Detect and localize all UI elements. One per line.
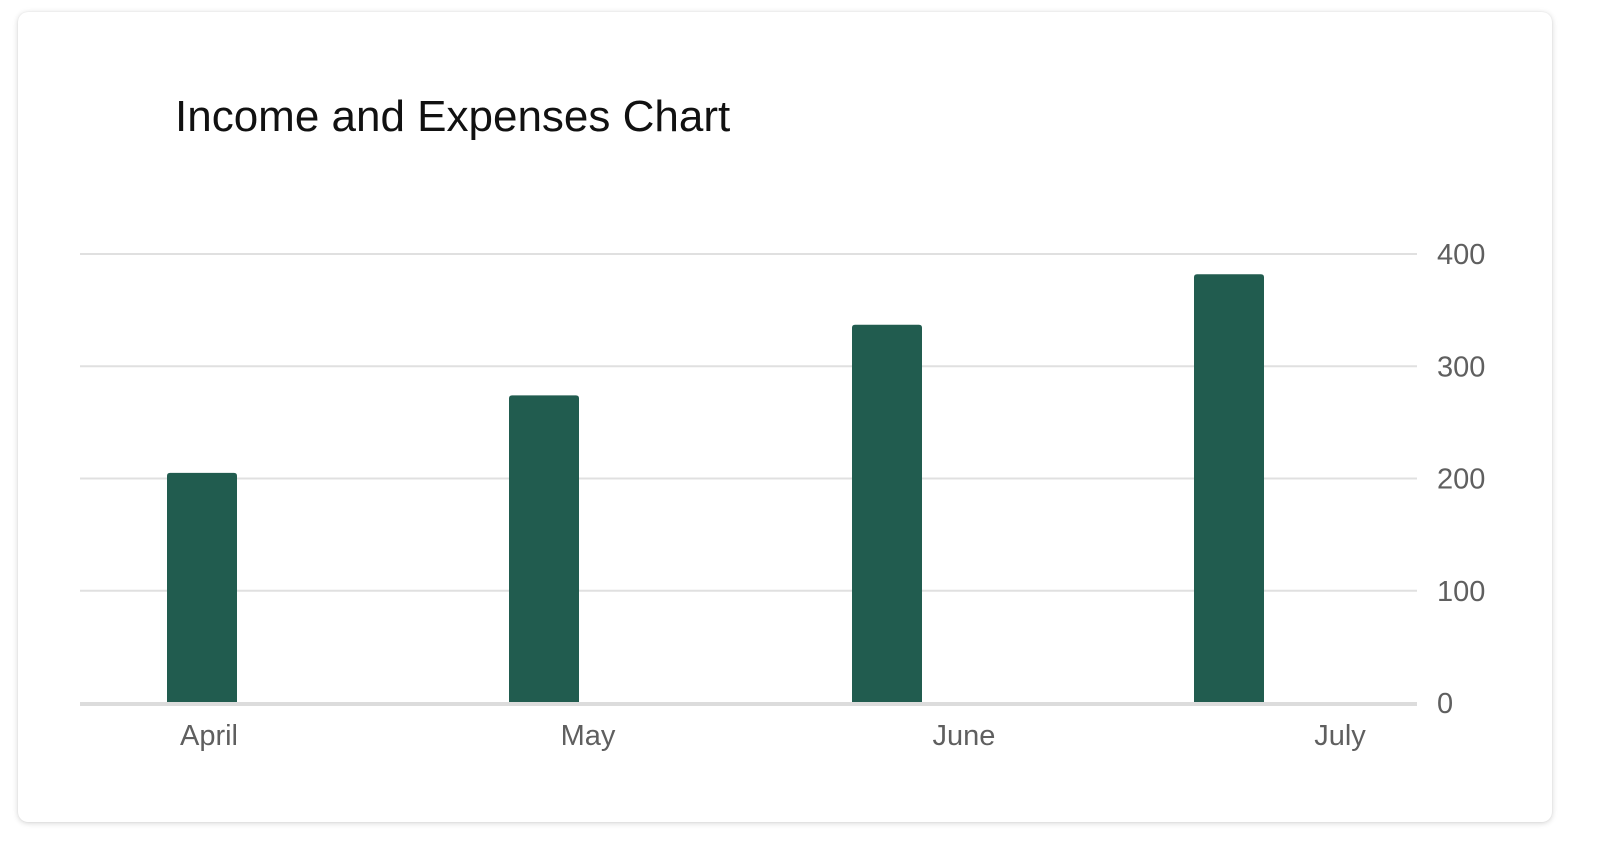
x-tick-label-june: June (933, 720, 996, 752)
chart-card: Income and Expenses Chart 0 100 200 300 400 … (18, 12, 1552, 822)
x-tick-label-july: July (1314, 720, 1366, 752)
x-axis-ticks: April May June July (180, 720, 1366, 752)
bar-june (852, 324, 922, 703)
x-tick-label-april: April (180, 720, 238, 752)
bar-july (1194, 274, 1264, 703)
y-tick-label-200: 200 (1437, 464, 1485, 496)
y-tick-label-100: 100 (1437, 576, 1485, 608)
y-tick-label-300: 300 (1437, 351, 1485, 383)
y-axis-ticks: 0 100 200 300 400 (1437, 239, 1485, 720)
bar-may (509, 395, 579, 703)
y-tick-label-0: 0 (1437, 688, 1453, 720)
chart-title: Income and Expenses Chart (175, 92, 731, 141)
x-tick-label-may: May (561, 720, 616, 752)
y-tick-label-400: 400 (1437, 239, 1485, 271)
bar-april (167, 472, 237, 703)
bars (167, 274, 1264, 703)
bar-chart: 0 100 200 300 400 April May June July (80, 239, 1485, 752)
